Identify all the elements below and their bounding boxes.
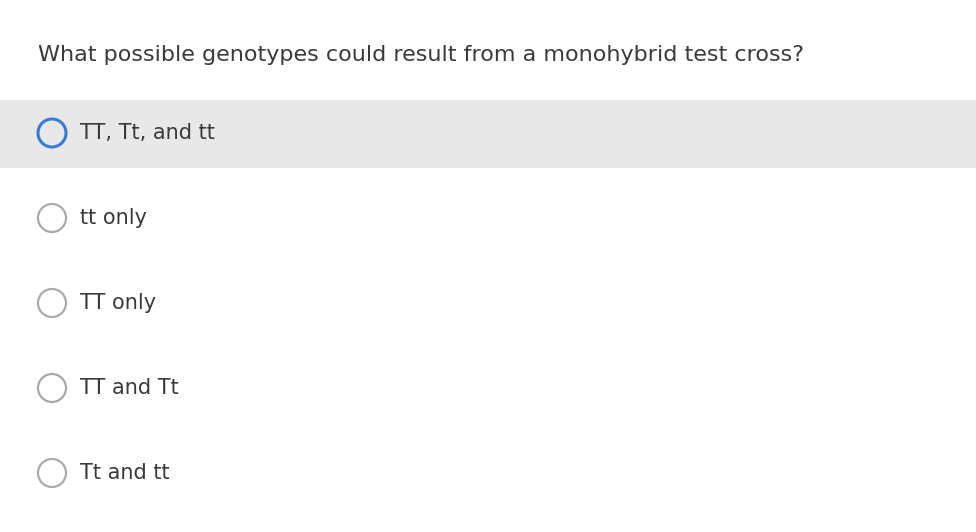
Text: TT and Tt: TT and Tt (80, 378, 179, 398)
Text: What possible genotypes could result from a monohybrid test cross?: What possible genotypes could result fro… (38, 45, 804, 65)
Text: tt only: tt only (80, 208, 147, 228)
Text: Tt and tt: Tt and tt (80, 463, 170, 483)
FancyBboxPatch shape (0, 100, 976, 168)
Text: TT only: TT only (80, 293, 156, 313)
Text: TT, Tt, and tt: TT, Tt, and tt (80, 123, 215, 143)
